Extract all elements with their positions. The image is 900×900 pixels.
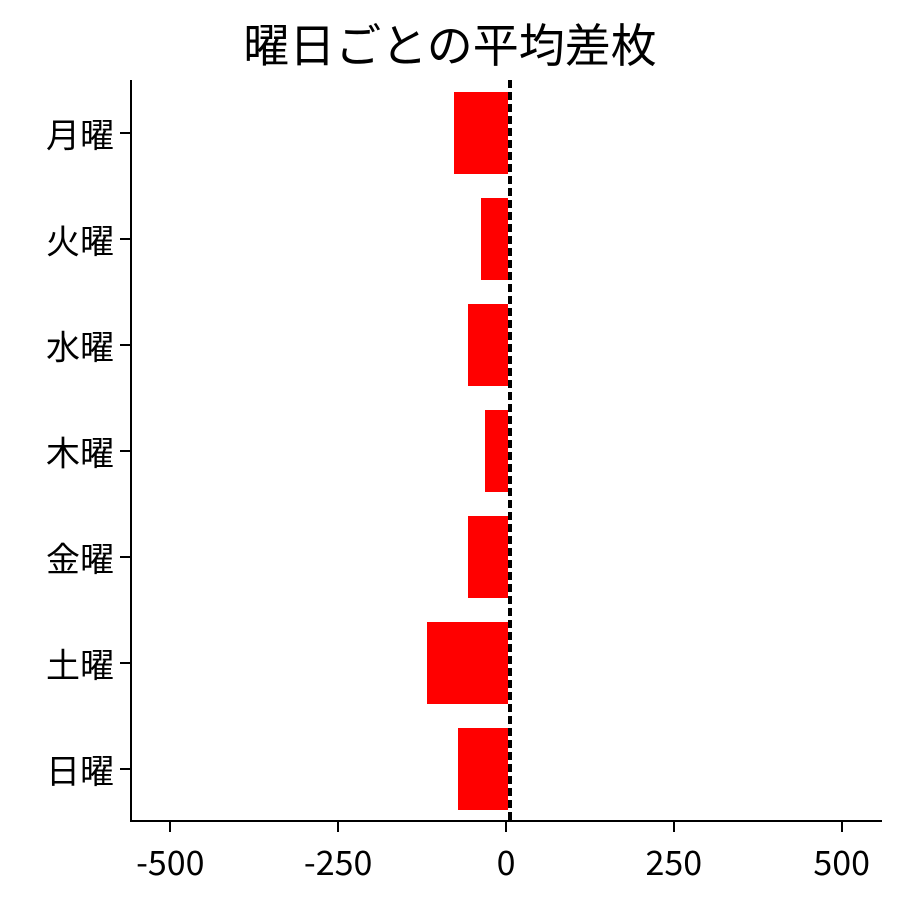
y-tick-mark [120, 238, 130, 240]
y-tick-label: 月曜 [46, 109, 114, 158]
y-tick-label: 火曜 [46, 215, 114, 264]
bar [458, 728, 508, 811]
y-tick-label: 水曜 [46, 321, 114, 370]
bar [427, 622, 508, 705]
bar [481, 198, 508, 281]
bar [485, 410, 509, 493]
x-tick-mark [169, 822, 171, 832]
y-tick-label: 金曜 [46, 533, 114, 582]
chart-title: 曜日ごとの平均差枚 [0, 10, 900, 76]
x-tick-label: 0 [497, 836, 516, 885]
y-tick-mark [120, 450, 130, 452]
y-tick-label: 木曜 [46, 427, 114, 476]
plot-area [130, 80, 882, 822]
y-tick-mark [120, 344, 130, 346]
x-tick-label: -250 [304, 836, 372, 885]
y-tick-mark [120, 132, 130, 134]
x-tick-label: 250 [646, 836, 703, 885]
x-tick-label: -500 [136, 836, 204, 885]
bar [468, 304, 508, 387]
x-tick-mark [673, 822, 675, 832]
y-tick-mark [120, 662, 130, 664]
bar [454, 92, 508, 175]
x-tick-label: 500 [813, 836, 870, 885]
x-tick-mark [337, 822, 339, 832]
y-tick-mark [120, 768, 130, 770]
bar [468, 516, 508, 599]
x-tick-mark [841, 822, 843, 832]
y-tick-label: 土曜 [46, 639, 114, 688]
y-tick-label: 日曜 [46, 745, 114, 794]
zero-line [508, 80, 512, 820]
x-tick-mark [505, 822, 507, 832]
chart-container: 曜日ごとの平均差枚 月曜火曜水曜木曜金曜土曜日曜 -500 -250 0 250 500 [0, 0, 900, 900]
y-tick-mark [120, 556, 130, 558]
